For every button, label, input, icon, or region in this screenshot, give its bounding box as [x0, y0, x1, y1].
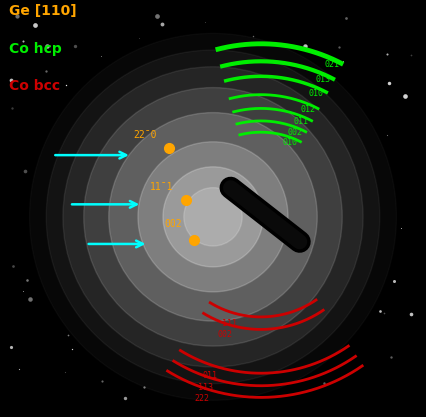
Text: 010: 010	[282, 138, 297, 147]
Circle shape	[63, 67, 363, 367]
Text: 113: 113	[199, 383, 213, 392]
Text: 011: 011	[203, 372, 218, 380]
Text: Co bcc: Co bcc	[9, 79, 60, 93]
Text: 22̄0: 22̄0	[133, 130, 157, 140]
Text: 11̄1: 11̄1	[150, 182, 173, 192]
Text: 011: 011	[294, 117, 309, 126]
Text: 010: 010	[309, 88, 324, 98]
Circle shape	[46, 50, 380, 384]
Text: 021: 021	[324, 60, 339, 69]
Circle shape	[138, 142, 288, 292]
Text: 002: 002	[218, 330, 233, 339]
Circle shape	[84, 88, 342, 346]
Text: 002: 002	[164, 219, 182, 229]
Text: Co hcp: Co hcp	[9, 42, 61, 56]
Text: Ge [110]: Ge [110]	[9, 4, 76, 18]
Text: 222: 222	[195, 394, 210, 403]
Text: 111: 111	[222, 319, 237, 327]
Circle shape	[163, 167, 263, 267]
Text: 012: 012	[300, 105, 315, 114]
Text: 002: 002	[288, 128, 303, 137]
Text: 013: 013	[316, 75, 331, 84]
Circle shape	[184, 188, 242, 246]
Circle shape	[109, 113, 317, 321]
